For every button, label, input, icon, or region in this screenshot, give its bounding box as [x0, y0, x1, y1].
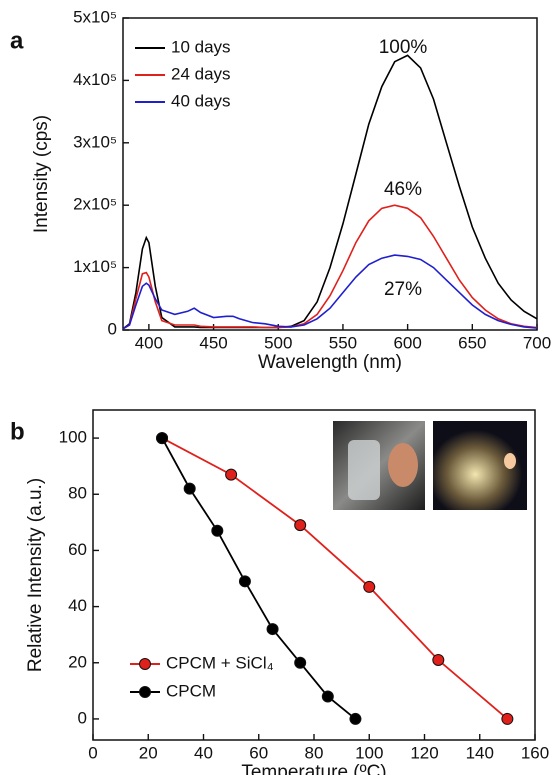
x-tick-label: 650 [458, 333, 486, 352]
data-point [349, 712, 362, 725]
series-line [122, 254, 538, 330]
data-point [321, 690, 334, 703]
y-tick-label: 60 [68, 540, 87, 559]
series-line [161, 437, 356, 720]
y-tick-label: 0 [78, 708, 87, 727]
x-axis-label: Temperature (ºC) [241, 762, 386, 775]
y-axis-label: Intensity (cps) [31, 115, 52, 233]
disk [388, 443, 418, 487]
y-tick-label: 1x10⁵ [73, 257, 117, 276]
y-tick-label: 40 [68, 596, 87, 615]
x-tick-label: 600 [393, 333, 421, 352]
x-tick-label: 500 [264, 333, 292, 352]
x-tick-label: 20 [139, 743, 158, 762]
panel-label: a [10, 27, 24, 54]
x-axis-label: Wavelength (nm) [258, 352, 402, 373]
annotation: 46% [384, 179, 422, 200]
y-tick-label: 3x10⁵ [73, 132, 117, 151]
legend-label: CPCM + SiCl₄ [166, 653, 274, 672]
legend-marker [139, 658, 151, 670]
data-point [501, 712, 514, 725]
y-tick-label: 100 [59, 428, 87, 447]
x-tick-label: 400 [135, 333, 163, 352]
y-tick-label: 5x10⁵ [73, 7, 117, 26]
x-tick-label: 60 [249, 743, 268, 762]
inset-photos [333, 421, 527, 510]
x-tick-label: 450 [199, 333, 227, 352]
x-tick-label: 120 [410, 743, 438, 762]
data-point [266, 623, 279, 636]
y-tick-label: 0 [108, 319, 117, 338]
annotation: 27% [384, 279, 422, 300]
legend-label: 24 days [171, 64, 231, 83]
plot-frame [122, 17, 538, 331]
data-point [432, 653, 445, 666]
legend-label: 10 days [171, 37, 231, 56]
legend-label: 40 days [171, 91, 231, 110]
data-point [238, 575, 251, 588]
x-tick-label: 550 [329, 333, 357, 352]
x-tick-label: 100 [355, 743, 383, 762]
vial [348, 440, 380, 500]
y-tick-label: 2x10⁵ [73, 195, 117, 214]
x-tick-label: 40 [194, 743, 213, 762]
data-point [183, 482, 196, 495]
x-tick-label: 160 [521, 743, 549, 762]
data-point [294, 656, 307, 669]
x-tick-label: 80 [305, 743, 324, 762]
legend-marker [139, 686, 151, 698]
y-tick-label: 80 [68, 484, 87, 503]
x-tick-label: 700 [523, 333, 551, 352]
data-point [225, 468, 238, 481]
data-point [156, 432, 169, 445]
data-point [294, 519, 307, 532]
annotation: 100% [379, 37, 428, 58]
panel-label: b [10, 418, 25, 445]
x-tick-label: 0 [88, 743, 97, 762]
legend-label: CPCM [166, 681, 216, 700]
x-tick-label: 140 [466, 743, 494, 762]
series-line [161, 437, 508, 720]
data-point [363, 580, 376, 593]
glow [504, 453, 516, 469]
y-tick-label: 4x10⁵ [73, 70, 117, 89]
y-tick-label: 20 [68, 652, 87, 671]
data-point [211, 524, 224, 537]
y-axis-label: Relative Intensity (a.u.) [25, 478, 46, 672]
